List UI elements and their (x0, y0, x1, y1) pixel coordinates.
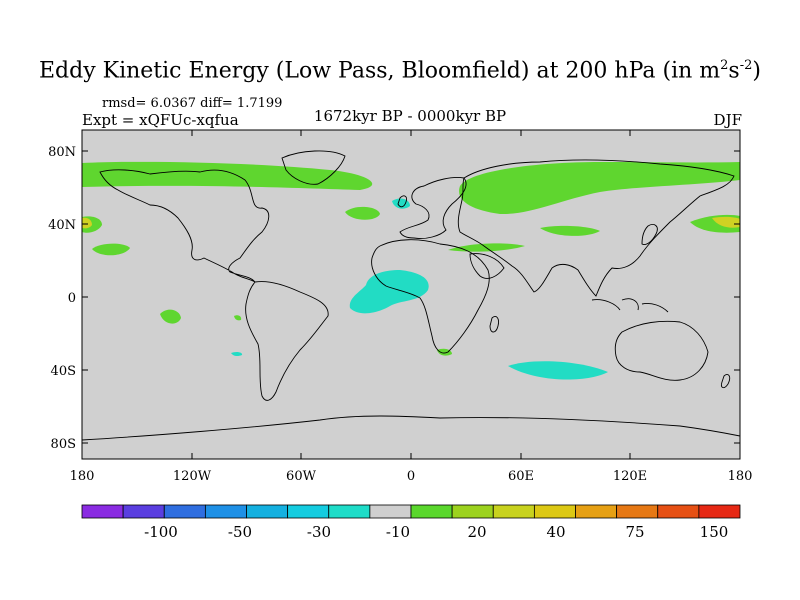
lat-label: 80N (48, 145, 76, 160)
map-title: Eddy Kinetic Energy (Low Pass, Bloomfiel… (39, 58, 761, 84)
lon-label: 60W (286, 469, 317, 484)
colorbar-label: 20 (467, 523, 486, 541)
colorbar-label: -50 (228, 523, 252, 541)
colorbar-label: -100 (144, 523, 178, 541)
colorbar-swatch (575, 504, 618, 519)
colorbar-swatch (246, 504, 289, 519)
lon-label: 180 (728, 469, 753, 484)
lat-label: 80S (51, 437, 76, 452)
colorbar-swatch (369, 504, 412, 519)
lon-label: 0 (407, 469, 415, 484)
period-label: 1672kyr BP - 0000kyr BP (313, 107, 507, 125)
colorbar-swatch (657, 504, 700, 519)
colorbar-swatch (616, 504, 659, 519)
lon-label: 60E (508, 469, 534, 484)
colorbar-label: 150 (700, 523, 729, 541)
lon-label: 120E (613, 469, 647, 484)
colorbar-swatch (204, 504, 247, 519)
colorbar-swatch (287, 504, 330, 519)
stats-text: rmsd= 6.0367 diff= 1.7199 (102, 96, 283, 111)
colorbar-swatch (410, 504, 453, 519)
colorbar-swatch (698, 504, 741, 519)
axis-ticks (82, 130, 740, 459)
negative-anomalies (231, 198, 608, 380)
season-label: DJF (713, 111, 742, 129)
colorbar-swatch (122, 504, 165, 519)
colorbar (81, 504, 741, 519)
colorbar-swatch (328, 504, 371, 519)
colorbar-labels: -100 -50 -30 -10 20 40 75 150 (144, 523, 728, 541)
coastlines (81, 150, 741, 441)
lat-label: 40S (51, 364, 76, 379)
lat-label: 0 (68, 291, 76, 306)
colorbar-label: 75 (625, 523, 644, 541)
experiment-label: Expt = xQFUc-xqfua (82, 111, 239, 129)
colorbar-swatch (451, 504, 494, 519)
colorbar-label: 40 (546, 523, 565, 541)
colorbar-swatch (81, 504, 124, 519)
positive-anomalies (82, 161, 740, 356)
lat-label: 40N (48, 218, 76, 233)
colorbar-swatch (163, 504, 206, 519)
colorbar-label: -30 (307, 523, 331, 541)
colorbar-swatch (533, 504, 576, 519)
colorbar-swatch (492, 504, 535, 519)
colorbar-label: -10 (386, 523, 410, 541)
lon-label: 120W (173, 469, 212, 484)
strong-positive-anomalies (82, 216, 740, 229)
lon-label: 180 (70, 469, 95, 484)
